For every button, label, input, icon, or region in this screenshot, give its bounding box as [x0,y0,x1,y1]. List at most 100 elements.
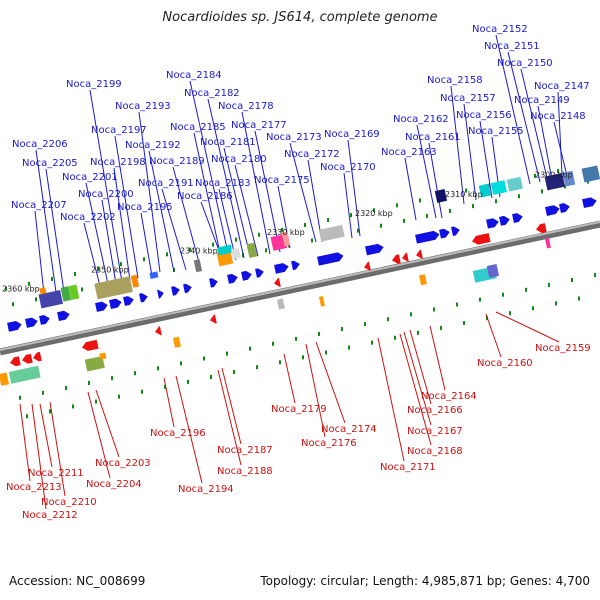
gene-label[interactable]: Noca_2185 [170,122,226,133]
forward-gene-arrow[interactable] [109,298,123,309]
forward-gene-arrow[interactable] [512,212,524,223]
forward-gene-arrow[interactable] [227,273,239,284]
gene-label[interactable]: Noca_2188 [217,466,273,477]
forward-gene-arrow[interactable] [545,204,561,216]
gene-label[interactable]: Noca_2168 [407,446,463,457]
forward-gene-arrow[interactable] [274,262,290,274]
gene-label[interactable]: Noca_2169 [324,129,380,140]
forward-gene-arrow[interactable] [157,289,165,299]
forward-gene-arrow[interactable] [439,228,451,239]
forward-gene-arrow[interactable] [365,243,384,256]
gene-label[interactable]: Noca_2210 [41,497,97,508]
forward-gene-arrow[interactable] [415,230,440,244]
gene-label[interactable]: Noca_2152 [472,24,528,35]
gene-label[interactable]: Noca_2163 [381,147,437,158]
gene-label[interactable]: Noca_2187 [217,445,273,456]
gene-label[interactable]: Noca_2196 [150,428,206,439]
forward-gene-arrow[interactable] [25,317,39,328]
reverse-gene-arrow[interactable] [535,223,547,234]
gene-label[interactable]: Noca_2211 [28,468,84,479]
forward-gene-arrow[interactable] [582,196,598,209]
reverse-gene-arrow[interactable] [471,233,491,246]
gene-label[interactable]: Noca_2186 [177,191,233,202]
forward-gene-arrow[interactable] [95,301,109,312]
gene-label[interactable]: Noca_2184 [166,70,222,81]
gene-label[interactable]: Noca_2212 [22,510,78,521]
gene-label[interactable]: Noca_2199 [66,79,122,90]
gene-features[interactable] [0,165,600,386]
gene-label[interactable]: Noca_2206 [12,139,68,150]
gene-label[interactable]: Noca_2180 [211,154,267,165]
gene-label[interactable]: Noca_2158 [427,75,483,86]
forward-gene-arrow[interactable] [255,267,265,278]
gene-label[interactable]: Noca_2177 [231,120,287,131]
reverse-gene-arrow[interactable] [401,252,409,263]
gene-label[interactable]: Noca_2193 [115,101,171,112]
gene-label[interactable]: Noca_2170 [320,162,376,173]
gene-label[interactable]: Noca_2147 [534,81,590,92]
gene-label[interactable]: Noca_2192 [125,140,181,151]
gene-label[interactable]: Noca_2194 [178,484,234,495]
forward-gene-arrow[interactable] [7,320,23,332]
gene-label[interactable]: Noca_2204 [86,479,142,490]
reverse-gene-arrow[interactable] [273,277,281,288]
gene-label[interactable]: Noca_2202 [60,212,116,223]
gene-label[interactable]: Noca_2161 [405,132,461,143]
forward-gene-arrow[interactable] [559,202,571,213]
gene-label[interactable]: Noca_2148 [530,111,586,122]
forward-gene-arrow[interactable] [499,215,511,226]
gene-label[interactable]: Noca_2162 [393,114,449,125]
gene-label[interactable]: Noca_2150 [497,58,553,69]
reverse-gene-arrow[interactable] [391,254,401,264]
gene-label[interactable]: Noca_2191 [138,178,194,189]
gene-label[interactable]: Noca_2179 [271,404,327,415]
gene-label[interactable]: Noca_2205 [22,158,78,169]
gene-label[interactable]: Noca_2149 [514,95,570,106]
reverse-gene-arrow[interactable] [363,261,371,272]
gene-label[interactable]: Noca_2195 [117,202,173,213]
reverse-gene-arrow[interactable] [81,339,99,352]
reverse-gene-arrow[interactable] [415,249,423,260]
gene-label[interactable]: Noca_2207 [11,200,67,211]
forward-gene-arrow[interactable] [317,251,344,266]
gene-label[interactable]: Noca_2175 [254,175,310,186]
gene-label[interactable]: Noca_2172 [284,149,340,160]
gene-label[interactable]: Noca_2201 [62,172,118,183]
reverse-gene-arrow[interactable] [9,356,21,367]
gene-label[interactable]: Noca_2151 [484,41,540,52]
gene-label[interactable]: Noca_2174 [321,424,377,435]
reverse-gene-arrow[interactable] [209,314,217,325]
forward-gene-arrow[interactable] [39,314,51,325]
forward-gene-arrow[interactable] [183,283,193,294]
gene-label[interactable]: Noca_2155 [468,126,524,137]
gene-label[interactable]: Noca_2159 [535,343,591,354]
gene-label[interactable]: Noca_2181 [200,137,256,148]
gene-label[interactable]: Noca_2171 [380,462,436,473]
gene-label[interactable]: Noca_2178 [218,101,274,112]
forward-gene-arrow[interactable] [139,292,149,303]
forward-gene-arrow[interactable] [57,310,71,322]
forward-gene-arrow[interactable] [486,217,500,229]
gene-label[interactable]: Noca_2189 [149,156,205,167]
reverse-gene-arrow[interactable] [21,353,33,365]
gene-label[interactable]: Noca_2166 [407,405,463,416]
gene-label[interactable]: Noca_2213 [6,482,62,493]
forward-gene-arrow[interactable] [171,285,181,296]
forward-gene-arrow[interactable] [123,295,135,306]
reverse-gene-arrow[interactable] [154,326,162,336]
gene-label[interactable]: Noca_2157 [440,93,496,104]
gene-label[interactable]: Noca_2173 [266,132,322,143]
gene-label[interactable]: Noca_2182 [184,88,240,99]
forward-gene-arrow[interactable] [291,260,301,271]
forward-gene-arrow[interactable] [209,277,219,288]
gene-labels[interactable]: Noca_2147 Noca_2148 Noca_2149 Noca_2150 Noca… [6,24,591,521]
gene-label[interactable]: Noca_2183 [195,178,251,189]
gene-label[interactable]: Noca_2200 [78,189,134,200]
forward-gene-arrow[interactable] [241,270,253,281]
gene-label[interactable]: Noca_2198 [90,157,146,168]
gene-label[interactable]: Noca_2203 [95,458,151,469]
gene-label[interactable]: Noca_2197 [91,125,147,136]
gene-label[interactable]: Noca_2156 [456,110,512,121]
gene-label[interactable]: Noca_2164 [421,391,477,402]
